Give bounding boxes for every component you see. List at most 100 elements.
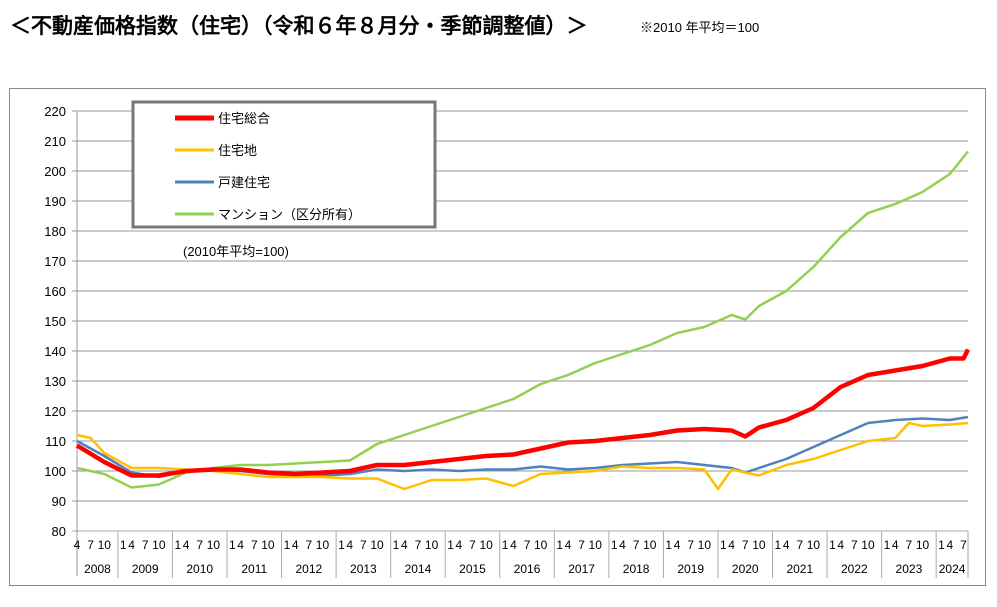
y-tick-label: 100	[44, 464, 66, 479]
x-year-label: 2011	[241, 562, 267, 576]
x-year-label: 2013	[350, 562, 377, 576]
x-month-label: 7	[87, 538, 94, 552]
x-month-label: 4	[128, 538, 135, 552]
x-year-label: 2015	[459, 562, 486, 576]
chart-frame	[9, 88, 986, 586]
x-month-label: 1	[393, 538, 400, 552]
x-year-label: 2021	[786, 562, 813, 576]
y-tick-label: 80	[52, 524, 66, 539]
x-month-label: 7	[742, 538, 749, 552]
y-tick-label: 170	[44, 254, 66, 269]
x-month-label: 7	[360, 538, 367, 552]
x-month-label: 4	[401, 538, 408, 552]
x-month-label: 10	[698, 538, 712, 552]
y-tick-label: 110	[45, 434, 66, 449]
x-month-label: 7	[578, 538, 585, 552]
x-year-label: 2024	[939, 562, 966, 576]
x-month-label: 10	[425, 538, 439, 552]
x-month-label: 1	[229, 538, 236, 552]
x-year-label: 2020	[732, 562, 759, 576]
x-month-label: 10	[261, 538, 275, 552]
x-month-label: 4	[783, 538, 790, 552]
y-tick-label: 210	[44, 134, 66, 149]
x-month-label: 10	[98, 538, 112, 552]
x-month-label: 10	[534, 538, 548, 552]
x-month-label: 1	[338, 538, 345, 552]
x-year-label: 2010	[186, 562, 213, 576]
x-month-label: 4	[728, 538, 735, 552]
x-month-label: 1	[938, 538, 945, 552]
x-month-label: 10	[807, 538, 821, 552]
x-month-label: 4	[946, 538, 953, 552]
x-month-label: 7	[305, 538, 312, 552]
x-month-label: 10	[861, 538, 875, 552]
x-month-label: 7	[524, 538, 531, 552]
x-month-label: 7	[469, 538, 476, 552]
legend-label: 住宅地	[218, 143, 257, 158]
x-month-label: 10	[207, 538, 221, 552]
x-month-label: 7	[633, 538, 640, 552]
x-month-label: 10	[479, 538, 493, 552]
y-tick-label: 190	[44, 194, 66, 209]
x-month-label: 7	[196, 538, 203, 552]
x-month-label: 10	[752, 538, 766, 552]
x-month-label: 4	[619, 538, 626, 552]
x-month-label: 7	[415, 538, 422, 552]
x-year-label: 2014	[405, 562, 432, 576]
x-year-label: 2016	[514, 562, 541, 576]
x-month-label: 7	[251, 538, 258, 552]
x-month-label: 1	[775, 538, 782, 552]
y-tick-label: 180	[44, 224, 66, 239]
x-month-label: 4	[456, 538, 463, 552]
x-month-label: 7	[906, 538, 913, 552]
x-month-label: 4	[565, 538, 572, 552]
x-month-label: 10	[370, 538, 384, 552]
x-month-label: 4	[74, 538, 81, 552]
x-month-label: 10	[589, 538, 603, 552]
x-month-label: 10	[643, 538, 657, 552]
x-month-label: 10	[916, 538, 930, 552]
x-month-label: 7	[960, 538, 967, 552]
legend-box	[131, 100, 437, 229]
y-tick-label: 150	[44, 314, 66, 329]
x-month-label: 1	[665, 538, 672, 552]
y-tick-label: 140	[44, 344, 66, 359]
x-year-label: 2022	[841, 562, 868, 576]
x-month-label: 10	[152, 538, 166, 552]
y-tick-label: 130	[44, 374, 66, 389]
x-year-label: 2018	[623, 562, 650, 576]
legend-label: 住宅総合	[218, 111, 270, 126]
annotation: (2010年平均=100)	[183, 244, 289, 259]
series-line-3	[76, 150, 969, 489]
y-tick-label: 120	[44, 404, 66, 419]
x-month-label: 7	[142, 538, 149, 552]
x-month-label: 1	[120, 538, 127, 552]
x-month-label: 1	[174, 538, 181, 552]
x-year-label: 2017	[568, 562, 595, 576]
x-month-label: 1	[502, 538, 509, 552]
x-year-label: 2008	[84, 562, 111, 576]
x-year-label: 2012	[295, 562, 322, 576]
legend-label: マンション（区分所有）	[218, 207, 361, 222]
x-month-label: 4	[183, 538, 190, 552]
x-month-label: 4	[237, 538, 244, 552]
series-line-0	[75, 348, 971, 478]
x-month-label: 4	[510, 538, 517, 552]
x-month-label: 4	[892, 538, 899, 552]
x-month-label: 1	[611, 538, 618, 552]
y-tick-label: 90	[52, 494, 66, 509]
x-month-label: 1	[284, 538, 291, 552]
series-line-1	[76, 421, 969, 491]
x-year-label: 2009	[132, 562, 159, 576]
x-month-label: 7	[687, 538, 694, 552]
y-tick-label: 220	[44, 104, 66, 119]
base-note: ※2010 年平均＝100	[640, 20, 760, 35]
x-month-label: 4	[292, 538, 299, 552]
x-month-label: 7	[851, 538, 858, 552]
x-year-label: 2023	[896, 562, 923, 576]
legend-label: 戸建住宅	[218, 175, 270, 190]
x-month-label: 4	[674, 538, 681, 552]
x-month-label: 10	[316, 538, 330, 552]
